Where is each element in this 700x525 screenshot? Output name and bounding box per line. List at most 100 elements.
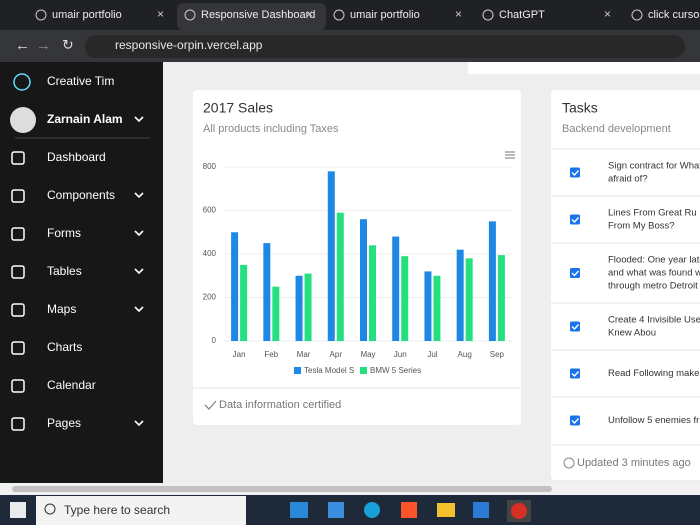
card-subtitle: All products including Taxes — [203, 123, 339, 135]
bar — [263, 243, 271, 341]
bar — [401, 256, 409, 341]
menu-icon — [11, 379, 25, 393]
legend-label: BMW 5 Series — [370, 366, 421, 375]
bar — [456, 249, 464, 341]
bar — [360, 219, 367, 341]
x-tick-label: May — [360, 350, 375, 359]
legend-label: Tesla Model S — [304, 366, 354, 375]
task-text: Flooded: One year late — [608, 255, 700, 266]
task-text: and what was found w — [608, 268, 700, 279]
tab-title[interactable]: ChatGPT — [499, 9, 545, 21]
task-text: From My Boss? — [608, 221, 675, 232]
checkbox[interactable] — [570, 167, 580, 178]
back-button[interactable]: ← — [15, 37, 30, 54]
menu-icon — [11, 227, 25, 241]
reload-button[interactable]: ↻ — [62, 37, 74, 53]
legend-swatch — [360, 367, 367, 374]
app-icon[interactable] — [290, 502, 308, 518]
menu-item[interactable]: Charts — [47, 340, 82, 354]
forward-button[interactable]: → — [36, 37, 51, 54]
tab-close[interactable]: × — [306, 7, 313, 21]
check-mark — [571, 270, 580, 277]
bar — [304, 273, 312, 341]
clock-icon — [563, 457, 575, 469]
chevron — [134, 268, 144, 275]
app-icon[interactable] — [473, 502, 489, 518]
x-tick-label: Mar — [297, 350, 311, 359]
menu-item[interactable]: Dashboard — [47, 150, 106, 164]
task-text: Lines From Great Ru — [608, 208, 697, 219]
tab-close[interactable]: × — [455, 7, 462, 21]
search-icon — [44, 503, 56, 515]
y-tick-label: 400 — [203, 249, 217, 258]
task-text: afraid of? — [608, 174, 648, 185]
card-footer: Data information certified — [219, 399, 341, 411]
chevron — [134, 230, 144, 237]
check-mark — [571, 217, 580, 224]
address-bar[interactable] — [85, 35, 685, 58]
task-text: Unfollow 5 enemies fr — [608, 415, 699, 426]
bar — [295, 275, 303, 341]
start-button[interactable] — [10, 502, 26, 518]
card-subtitle: Backend development — [562, 123, 671, 135]
checkbox[interactable] — [570, 368, 580, 379]
menu-item[interactable]: Pages — [47, 416, 81, 430]
app-icon[interactable] — [328, 502, 344, 518]
bar — [497, 255, 505, 341]
menu-item[interactable]: Maps — [47, 302, 76, 316]
checkbox[interactable] — [570, 214, 580, 225]
x-tick-label: Aug — [458, 350, 472, 359]
scroll-thumb[interactable] — [12, 486, 552, 492]
x-tick-label: Feb — [264, 350, 278, 359]
checkbox[interactable] — [570, 415, 580, 426]
task-text: Read Following make — [608, 368, 699, 379]
app-icon[interactable] — [364, 502, 380, 518]
app-icon[interactable] — [437, 503, 455, 517]
tab-close[interactable]: × — [157, 7, 164, 21]
bar — [336, 212, 344, 341]
task-text: through metro Detroit — [608, 281, 698, 292]
sales-card — [193, 90, 521, 425]
search-placeholder[interactable]: Type here to search — [64, 503, 170, 517]
menu-icon[interactable] — [505, 151, 515, 159]
tab-title[interactable]: Responsive Dashboard — [201, 9, 315, 21]
y-tick-label: 800 — [203, 162, 217, 171]
card-title: 2017 Sales — [203, 100, 273, 116]
menu-icon — [11, 341, 25, 355]
check-icon — [204, 400, 217, 410]
tab-close[interactable]: × — [604, 7, 611, 21]
tab-icon — [333, 9, 345, 21]
search-box[interactable] — [36, 496, 246, 525]
brand[interactable]: Creative Tim — [47, 74, 114, 88]
task-text: Sign contract for What — [608, 161, 700, 172]
checkbox[interactable] — [570, 321, 580, 332]
active-tab[interactable] — [177, 3, 326, 30]
menu-item[interactable]: Forms — [47, 226, 81, 240]
card-footer: Updated 3 minutes ago — [577, 457, 691, 469]
menu-icon — [11, 151, 25, 165]
brand-logo — [13, 73, 31, 91]
menu-item[interactable]: Calendar — [47, 378, 96, 392]
tab-title[interactable]: umair portfolio — [350, 9, 420, 21]
tab-icon — [631, 9, 643, 21]
bar — [272, 286, 280, 341]
avatar — [10, 107, 36, 133]
bar — [240, 264, 248, 341]
menu-item[interactable]: Components — [47, 188, 115, 202]
task-text: Knew Abou — [608, 328, 656, 339]
url[interactable]: responsive-orpin.vercel.app — [115, 38, 263, 52]
bar — [488, 221, 496, 341]
task-text: Create 4 Invisible Use — [608, 315, 700, 326]
menu-item[interactable]: Tables — [47, 264, 82, 278]
tab-title[interactable]: click cursor - — [648, 9, 700, 21]
app-icon[interactable] — [511, 503, 527, 519]
x-tick-label: Jan — [233, 350, 246, 359]
user-name[interactable]: Zarnain Alam — [47, 112, 123, 126]
bar — [369, 245, 376, 341]
bar — [465, 258, 473, 341]
tab-icon — [482, 9, 494, 21]
checkbox[interactable] — [570, 268, 580, 278]
tab-title[interactable]: umair portfolio — [52, 9, 122, 21]
app-icon[interactable] — [401, 502, 417, 518]
